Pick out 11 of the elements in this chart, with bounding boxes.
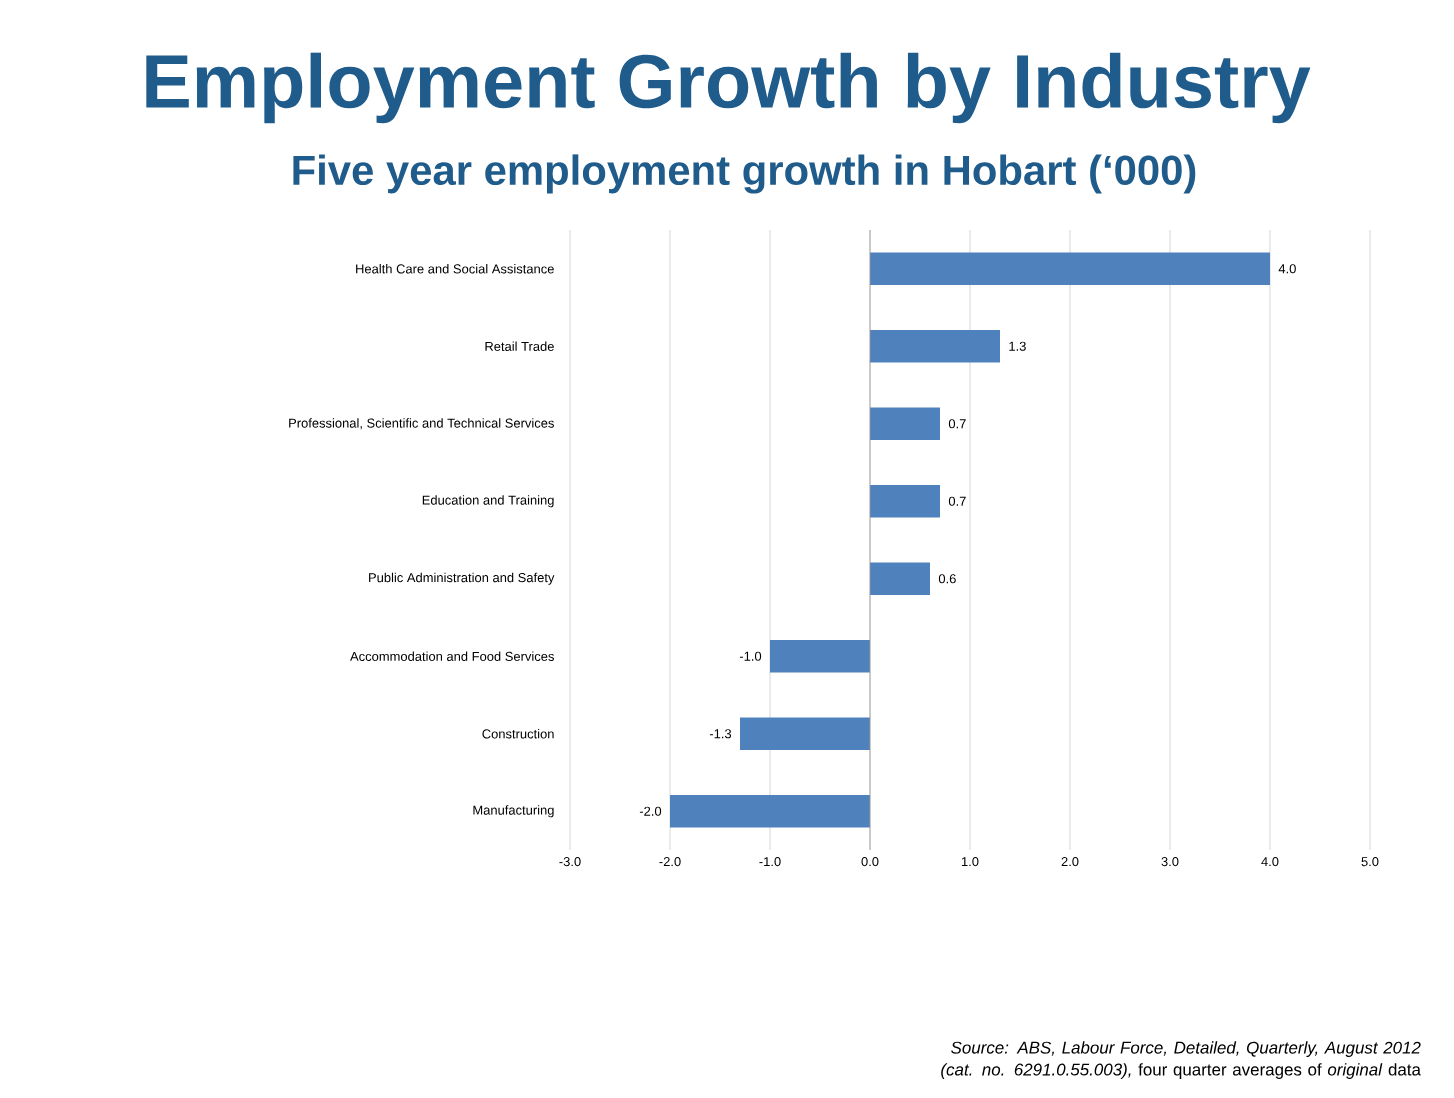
bar [740,717,871,750]
bar [870,407,941,440]
bar [870,329,1000,363]
bar [870,562,931,595]
chart-title: Employment Growth by Industry [146,52,1311,124]
chart-subtitle: Five year employment growth in Hobart (‘000) [293,154,1196,194]
bar [870,252,1270,285]
bar [870,484,941,518]
text: Source: ABS, Labour Force, Detailed, Quarterly, August 2012 (cat. no. 6291.0.55.003), four quarter averages of original data [941,1041,1421,1079]
bar [770,639,871,673]
bar [670,794,871,828]
